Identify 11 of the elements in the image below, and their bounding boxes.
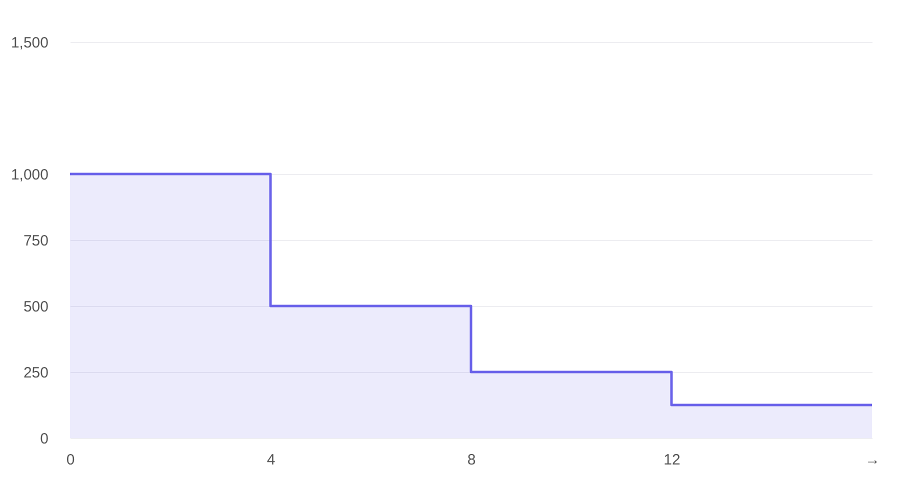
y-tick-label: 1,000 <box>10 166 48 184</box>
y-tick-label: 250 <box>23 364 48 382</box>
x-tick-label: 12 <box>664 452 680 468</box>
y-tick-label: 500 <box>23 298 48 316</box>
x-tick-label: 8 <box>467 452 476 468</box>
x-tick-label: 4 <box>266 452 276 468</box>
y-tick-label: 750 <box>23 232 48 250</box>
x-tick-label: → <box>865 452 880 468</box>
y-tick-label: 0 <box>40 430 48 448</box>
x-tick-label: 0 <box>66 452 75 468</box>
y-tick-label: 1,500 <box>10 34 48 52</box>
